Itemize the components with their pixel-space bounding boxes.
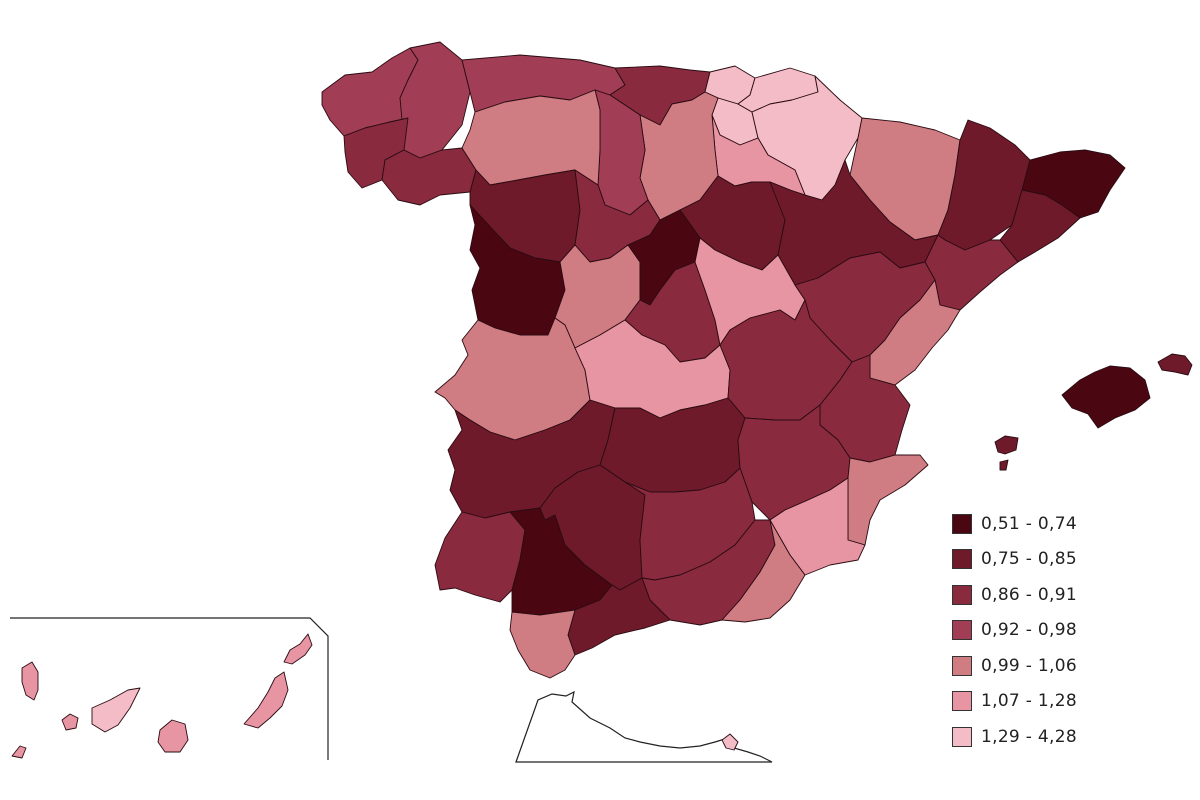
canary-islands-inset	[10, 617, 329, 760]
legend-swatch	[952, 584, 972, 605]
province-el-hierro[interactable]	[11, 745, 27, 759]
legend-swatch	[952, 655, 972, 676]
province-menorca[interactable]	[1157, 353, 1193, 376]
legend-label: 0,51 - 0,74	[981, 513, 1077, 534]
legend-label: 1,07 - 1,28	[981, 691, 1077, 712]
legend-item: 1,29 - 4,28	[952, 719, 1192, 755]
ceuta-inset	[515, 690, 773, 763]
province-tenerife[interactable]	[91, 687, 141, 733]
legend-swatch	[952, 513, 972, 534]
province-castellon[interactable]	[869, 279, 961, 386]
legend-label: 0,99 - 1,06	[981, 655, 1077, 676]
legend-swatch	[952, 549, 972, 570]
legend-label: 0,75 - 0,85	[981, 549, 1077, 570]
legend-swatch	[952, 691, 972, 712]
province-la-palma[interactable]	[21, 661, 39, 701]
province-barcelona[interactable]	[999, 189, 1081, 263]
legend-swatch	[952, 620, 972, 641]
legend-label: 1,29 - 4,28	[981, 726, 1077, 747]
province-galicia-south-east[interactable]	[381, 147, 477, 206]
province-huelva[interactable]	[434, 511, 526, 603]
balearic-islands	[994, 353, 1193, 471]
province-gran-canaria[interactable]	[157, 719, 189, 753]
province-alicante[interactable]	[847, 454, 929, 546]
legend-item: 0,75 - 0,85	[952, 542, 1192, 578]
province-fuerteventura[interactable]	[243, 671, 289, 729]
map-legend: 0,51 - 0,74 0,75 - 0,85 0,86 - 0,91 0,92…	[952, 506, 1192, 755]
legend-item: 1,07 - 1,28	[952, 684, 1192, 720]
province-lanzarote[interactable]	[283, 633, 313, 665]
legend-swatch	[952, 726, 972, 747]
legend-item: 0,99 - 1,06	[952, 648, 1192, 684]
province-lleida[interactable]	[937, 119, 1031, 251]
province-ceuta[interactable]	[721, 733, 739, 751]
province-ibiza[interactable]	[994, 435, 1019, 471]
legend-item: 0,86 - 0,91	[952, 577, 1192, 613]
legend-item: 0,51 - 0,74	[952, 506, 1192, 542]
mainland-provinces	[321, 41, 1126, 679]
legend-label: 0,86 - 0,91	[981, 584, 1077, 605]
province-la-gomera[interactable]	[61, 713, 79, 731]
legend-label: 0,92 - 0,98	[981, 620, 1077, 641]
province-almeria[interactable]	[721, 519, 806, 623]
canary-inset-frame	[10, 617, 329, 760]
ceuta-inset-frame	[515, 690, 773, 763]
province-cadiz[interactable]	[509, 609, 576, 679]
province-mallorca[interactable]	[1061, 365, 1151, 429]
legend-item: 0,92 - 0,98	[952, 613, 1192, 649]
